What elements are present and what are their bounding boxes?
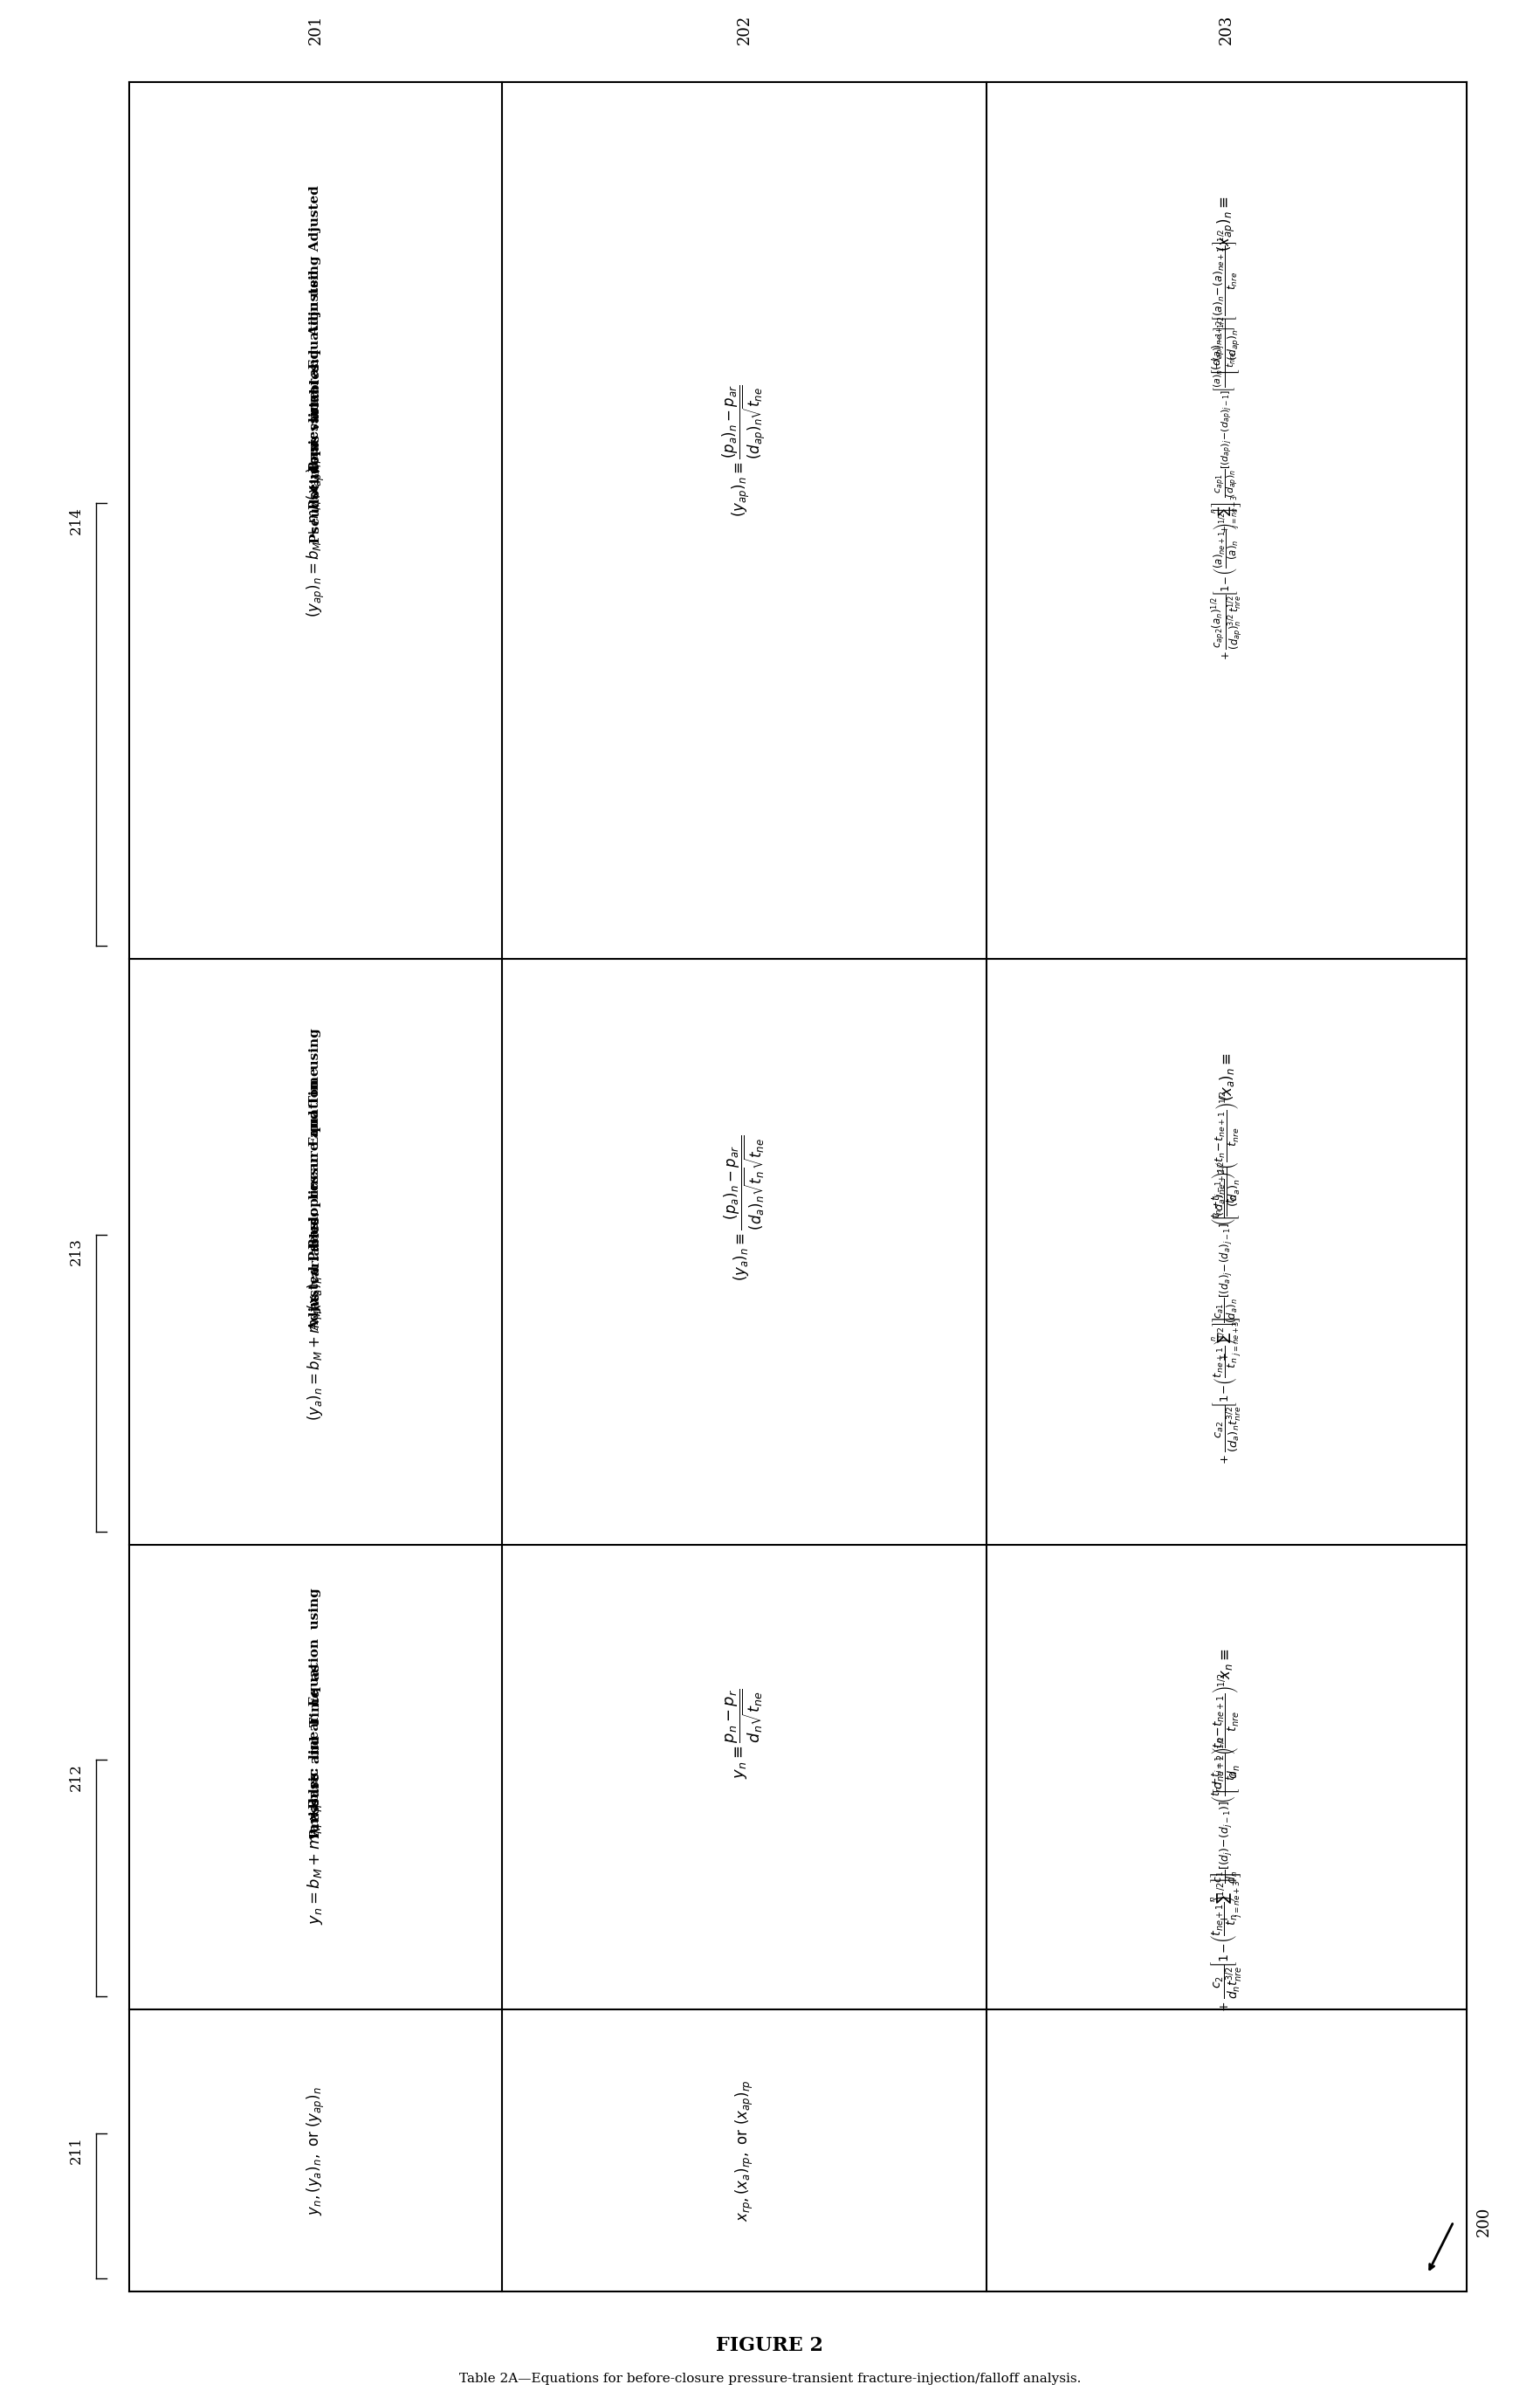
Text: $y_n \equiv \dfrac{p_n - p_r}{d_n\sqrt{t_{ne}}}$: $y_n \equiv \dfrac{p_n - p_r}{d_n\sqrt{t… bbox=[724, 1688, 765, 1780]
Text: Pressure  and  Time  as: Pressure and Time as bbox=[310, 1664, 322, 1837]
Text: 214: 214 bbox=[69, 507, 83, 534]
Text: $\left.+\dfrac{c_2}{d_n t_{nre}^{3/2}}\!\left[1\!-\!\left(\dfrac{t_{ne+1}}{t_n}\: $\left.+\dfrac{c_2}{d_n t_{nre}^{3/2}}\!… bbox=[1209, 1871, 1244, 2013]
Text: $(y_a)_n \equiv \dfrac{(p_a)_n - p_{ar}}{(d_a)_n\sqrt{t_n}\sqrt{t_{ne}}}$: $(y_a)_n \equiv \dfrac{(p_a)_n - p_{ar}}… bbox=[722, 1135, 767, 1282]
Text: FIGURE 2: FIGURE 2 bbox=[716, 2335, 824, 2354]
Text: 212: 212 bbox=[69, 1763, 83, 1792]
Text: 203: 203 bbox=[1218, 14, 1235, 46]
Text: $\left[\dfrac{(d_{ap})_{ne+2}}{(d_{ap})_n}\!\left[\dfrac{(a)_n\!-\!(a)_{ne+1}}{t: $\left[\dfrac{(d_{ap})_{ne+2}}{(d_{ap})_… bbox=[1210, 228, 1243, 375]
Text: $+\!\sum_{j=ne+3}^{n}\!\dfrac{c_{a1}}{(d_a)_n}[(d_a)_j\!-\!(d_a)_{j-1}]\!\left(\: $+\!\sum_{j=ne+3}^{n}\!\dfrac{c_{a1}}{(d… bbox=[1210, 1159, 1243, 1361]
Text: $(y_{ap})_n \equiv \dfrac{(p_a)_n - p_{ar}}{(d_{ap})_n\sqrt{t_{ne}}}$: $(y_{ap})_n \equiv \dfrac{(p_a)_n - p_{a… bbox=[721, 385, 767, 517]
Text: 200: 200 bbox=[1477, 2208, 1492, 2237]
Text: $y_n = b_M + m_M\,x_n$: $y_n = b_M + m_M\,x_n$ bbox=[306, 1804, 325, 1924]
Text: Table 2A—Equations for before-closure pressure-transient fracture-injection/fall: Table 2A—Equations for before-closure pr… bbox=[459, 2374, 1081, 2386]
Text: $y_n,(y_a)_n,\mathrm{\ or\ }(y_{ap})_n$: $y_n,(y_a)_n,\mathrm{\ or\ }(y_{ap})_n$ bbox=[305, 2085, 326, 2215]
Text: $(y_a)_n = b_M + m_M(x_a)_n$: $(y_a)_n = b_M + m_M(x_a)_n$ bbox=[306, 1275, 325, 1421]
Text: Pseudotime as variables:: Pseudotime as variables: bbox=[310, 358, 322, 544]
Text: $\left.+\dfrac{c_{a2}}{(d_a)_n t_{nre}^{3/2}}\!\left[1\!-\!\left(\dfrac{t_{ne+1}: $\left.+\dfrac{c_{a2}}{(d_a)_n t_{nre}^{… bbox=[1210, 1318, 1243, 1467]
Text: 201: 201 bbox=[308, 14, 323, 46]
Text: $+\!\sum_{j=ne+3}^{n}\!\dfrac{c_1}{d_n}[(d_j)\!-\!(d_{j-1})]\!\left(\dfrac{t_n\!: $+\!\sum_{j=ne+3}^{n}\!\dfrac{c_1}{d_n}[… bbox=[1209, 1736, 1244, 1924]
Text: 202: 202 bbox=[736, 14, 752, 46]
Text: $\left[\dfrac{(d_a)_{ne+2}}{(d_a)_n}\!\left(\dfrac{t_n\!-\!t_{ne+1}}{t_{nre}}\ri: $\left[\dfrac{(d_a)_{ne+2}}{(d_a)_n}\!\l… bbox=[1212, 1089, 1241, 1222]
Text: $x_{rp},(x_a)_{rp},\mathrm{\ or\ }(x_{ap})_{rp}$: $x_{rp},(x_a)_{rp},\mathrm{\ or\ }(x_{ap… bbox=[733, 2080, 755, 2222]
Text: $\left[\dfrac{d_{ne+2}}{d_n}\!\left(\dfrac{t_n\!-\!t_{ne+1}}{t_{nre}}\right)^{\!: $\left[\dfrac{d_{ne+2}}{d_n}\!\left(\dfr… bbox=[1212, 1671, 1241, 1794]
Text: Basic  linear  Equation using Adjusted: Basic linear Equation using Adjusted bbox=[310, 185, 322, 471]
Text: $x_n \equiv$: $x_n \equiv$ bbox=[1220, 1647, 1234, 1679]
Text: $(x_a)_n \equiv$: $(x_a)_n \equiv$ bbox=[1218, 1053, 1235, 1101]
Text: as  variables:: as variables: bbox=[310, 1212, 322, 1308]
Text: 213: 213 bbox=[69, 1239, 83, 1265]
Text: 211: 211 bbox=[69, 2136, 83, 2165]
Text: Basic  linear  Equation  using: Basic linear Equation using bbox=[310, 1027, 322, 1248]
Text: $(x_{ap})_n \equiv$: $(x_{ap})_n \equiv$ bbox=[1217, 195, 1237, 250]
Text: Basic  linear  Equation  using: Basic linear Equation using bbox=[310, 1587, 322, 1809]
Text: variables:: variables: bbox=[310, 1768, 322, 1840]
Text: $+\!\sum_{j=ne+3}^{n}\!\dfrac{c_{ap1}}{(d_{ap})_n}[(d_{ap})_j\!-\!(d_{ap})_{j-1}: $+\!\sum_{j=ne+3}^{n}\!\dfrac{c_{ap1}}{(… bbox=[1210, 315, 1243, 534]
Text: Pseudopressure   and   Adjusted: Pseudopressure and Adjusted bbox=[310, 269, 322, 510]
Text: $(y_{ap})_n = b_M + m_M(x_{ap})_n$: $(y_{ap})_n = b_M + m_M(x_{ap})_n$ bbox=[305, 459, 326, 618]
Text: $\left.+\dfrac{c_{ap2}(a_n)^{1/2}}{(d_{ap})_n^{3/2}\,t_{nre}^{1/2}}\!\left[1\!-\: $\left.+\dfrac{c_{ap2}(a_n)^{1/2}}{(d_{a… bbox=[1209, 503, 1244, 661]
Text: Adjusted Pseudopressure and Time: Adjusted Pseudopressure and Time bbox=[310, 1068, 322, 1332]
